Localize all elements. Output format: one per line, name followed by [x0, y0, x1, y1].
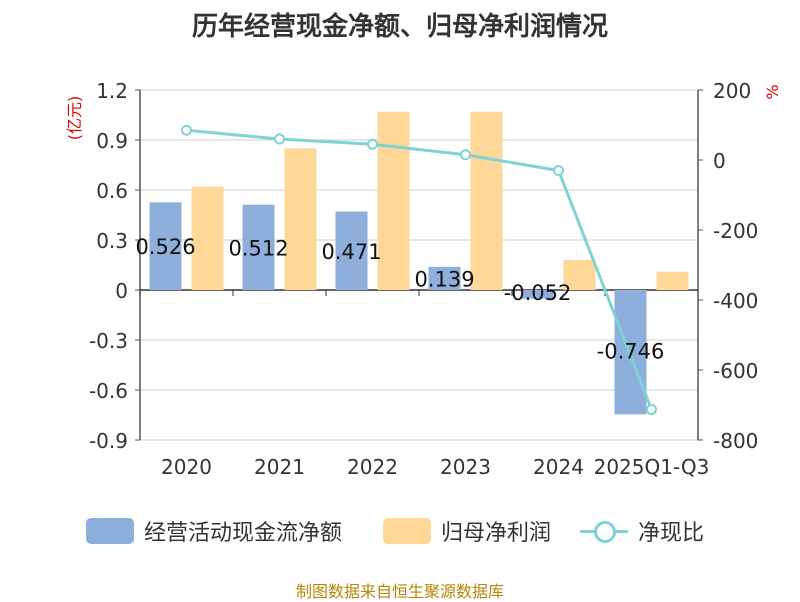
y-left-tick-label-6: -0.6	[89, 379, 128, 403]
x-tick-label-5: 2025Q1-Q3	[594, 455, 710, 479]
data-label-operating-cash-flow-2021: 0.512	[228, 236, 288, 260]
x-tick-label-3: 2023	[440, 455, 491, 479]
line-cash-ratio	[186, 128, 653, 411]
y-left-tick-label-5: -0.3	[89, 329, 128, 353]
legend-label-net-profit: 归母净利润	[441, 521, 552, 546]
bar-net-profit-2024	[563, 260, 596, 290]
y-right-axis-title: %	[763, 84, 782, 99]
legend-label-cash-ratio: 净现比	[638, 521, 705, 546]
chart-title: 历年经营现金净额、归母净利润情况	[191, 12, 608, 42]
bar-net-profit-2022	[377, 111, 410, 291]
y-left-axis-title: (亿元)	[65, 96, 84, 141]
x-tick-label-1: 2021	[254, 455, 305, 479]
bar-operating-cash-flow-2024	[521, 290, 554, 299]
y-right-tick-label-0: 200	[713, 79, 751, 103]
data-label-operating-cash-flow-2023: 0.139	[414, 267, 474, 291]
point-cash-ratio-2021	[274, 133, 285, 145]
legend-swatch-net-profit	[383, 518, 431, 544]
bar-net-profit-2023	[470, 111, 503, 291]
bar-net-profit-2025Q1-Q3	[656, 271, 689, 290]
y-right-tick-label-1: 0	[713, 149, 726, 173]
point-cash-ratio-2025Q1-Q3	[646, 404, 657, 416]
y-left-tick-label-4: 0	[115, 279, 128, 303]
data-label-operating-cash-flow-2020: 0.526	[135, 235, 195, 259]
x-tick-label-2: 2022	[347, 455, 398, 479]
bar-net-profit-2020	[191, 186, 224, 290]
bar-operating-cash-flow-2022	[335, 211, 368, 290]
legend-item-operating-cash-flow[interactable]: 经营活动现金流净额	[86, 515, 342, 547]
data-label-operating-cash-flow-2024: -0.052	[504, 281, 572, 305]
point-cash-ratio-2022	[367, 138, 378, 150]
x-tick-label-4: 2024	[533, 455, 584, 479]
bar-net-profit-2021	[284, 148, 317, 290]
bar-operating-cash-flow-2023	[428, 266, 461, 290]
y-left-tick-label-3: 0.3	[96, 229, 128, 253]
y-left-tick-label-7: -0.9	[89, 429, 128, 453]
legend-label-operating-cash-flow: 经营活动现金流净额	[144, 521, 343, 546]
x-tick-label-0: 2020	[161, 455, 212, 479]
y-left-tick-label-2: 0.6	[96, 179, 128, 203]
point-cash-ratio-2023	[460, 149, 471, 161]
y-right-tick-label-3: -400	[713, 289, 758, 313]
legend-swatch-operating-cash-flow	[86, 518, 134, 544]
y-right-tick-label-2: -200	[713, 219, 758, 243]
data-label-operating-cash-flow-2025Q1-Q3: -0.746	[597, 339, 665, 363]
y-left-tick-label-1: 0.9	[96, 129, 128, 153]
legend-item-cash-ratio[interactable]: 净现比	[580, 515, 704, 547]
data-label-operating-cash-flow-2022: 0.471	[321, 240, 381, 264]
bar-operating-cash-flow-2021	[242, 204, 275, 290]
legend-item-net-profit[interactable]: 归母净利润	[383, 515, 551, 547]
y-right-tick-label-5: -800	[713, 429, 758, 453]
source-note: 制图数据来自恒生聚源数据库	[295, 582, 504, 601]
point-cash-ratio-2024	[553, 165, 564, 176]
bar-operating-cash-flow-2020	[149, 202, 182, 290]
y-left-tick-label-0: 1.2	[96, 79, 128, 103]
point-cash-ratio-2020	[181, 124, 192, 136]
legend-swatch-cash-ratio	[580, 518, 628, 544]
y-right-tick-label-4: -600	[713, 359, 758, 383]
